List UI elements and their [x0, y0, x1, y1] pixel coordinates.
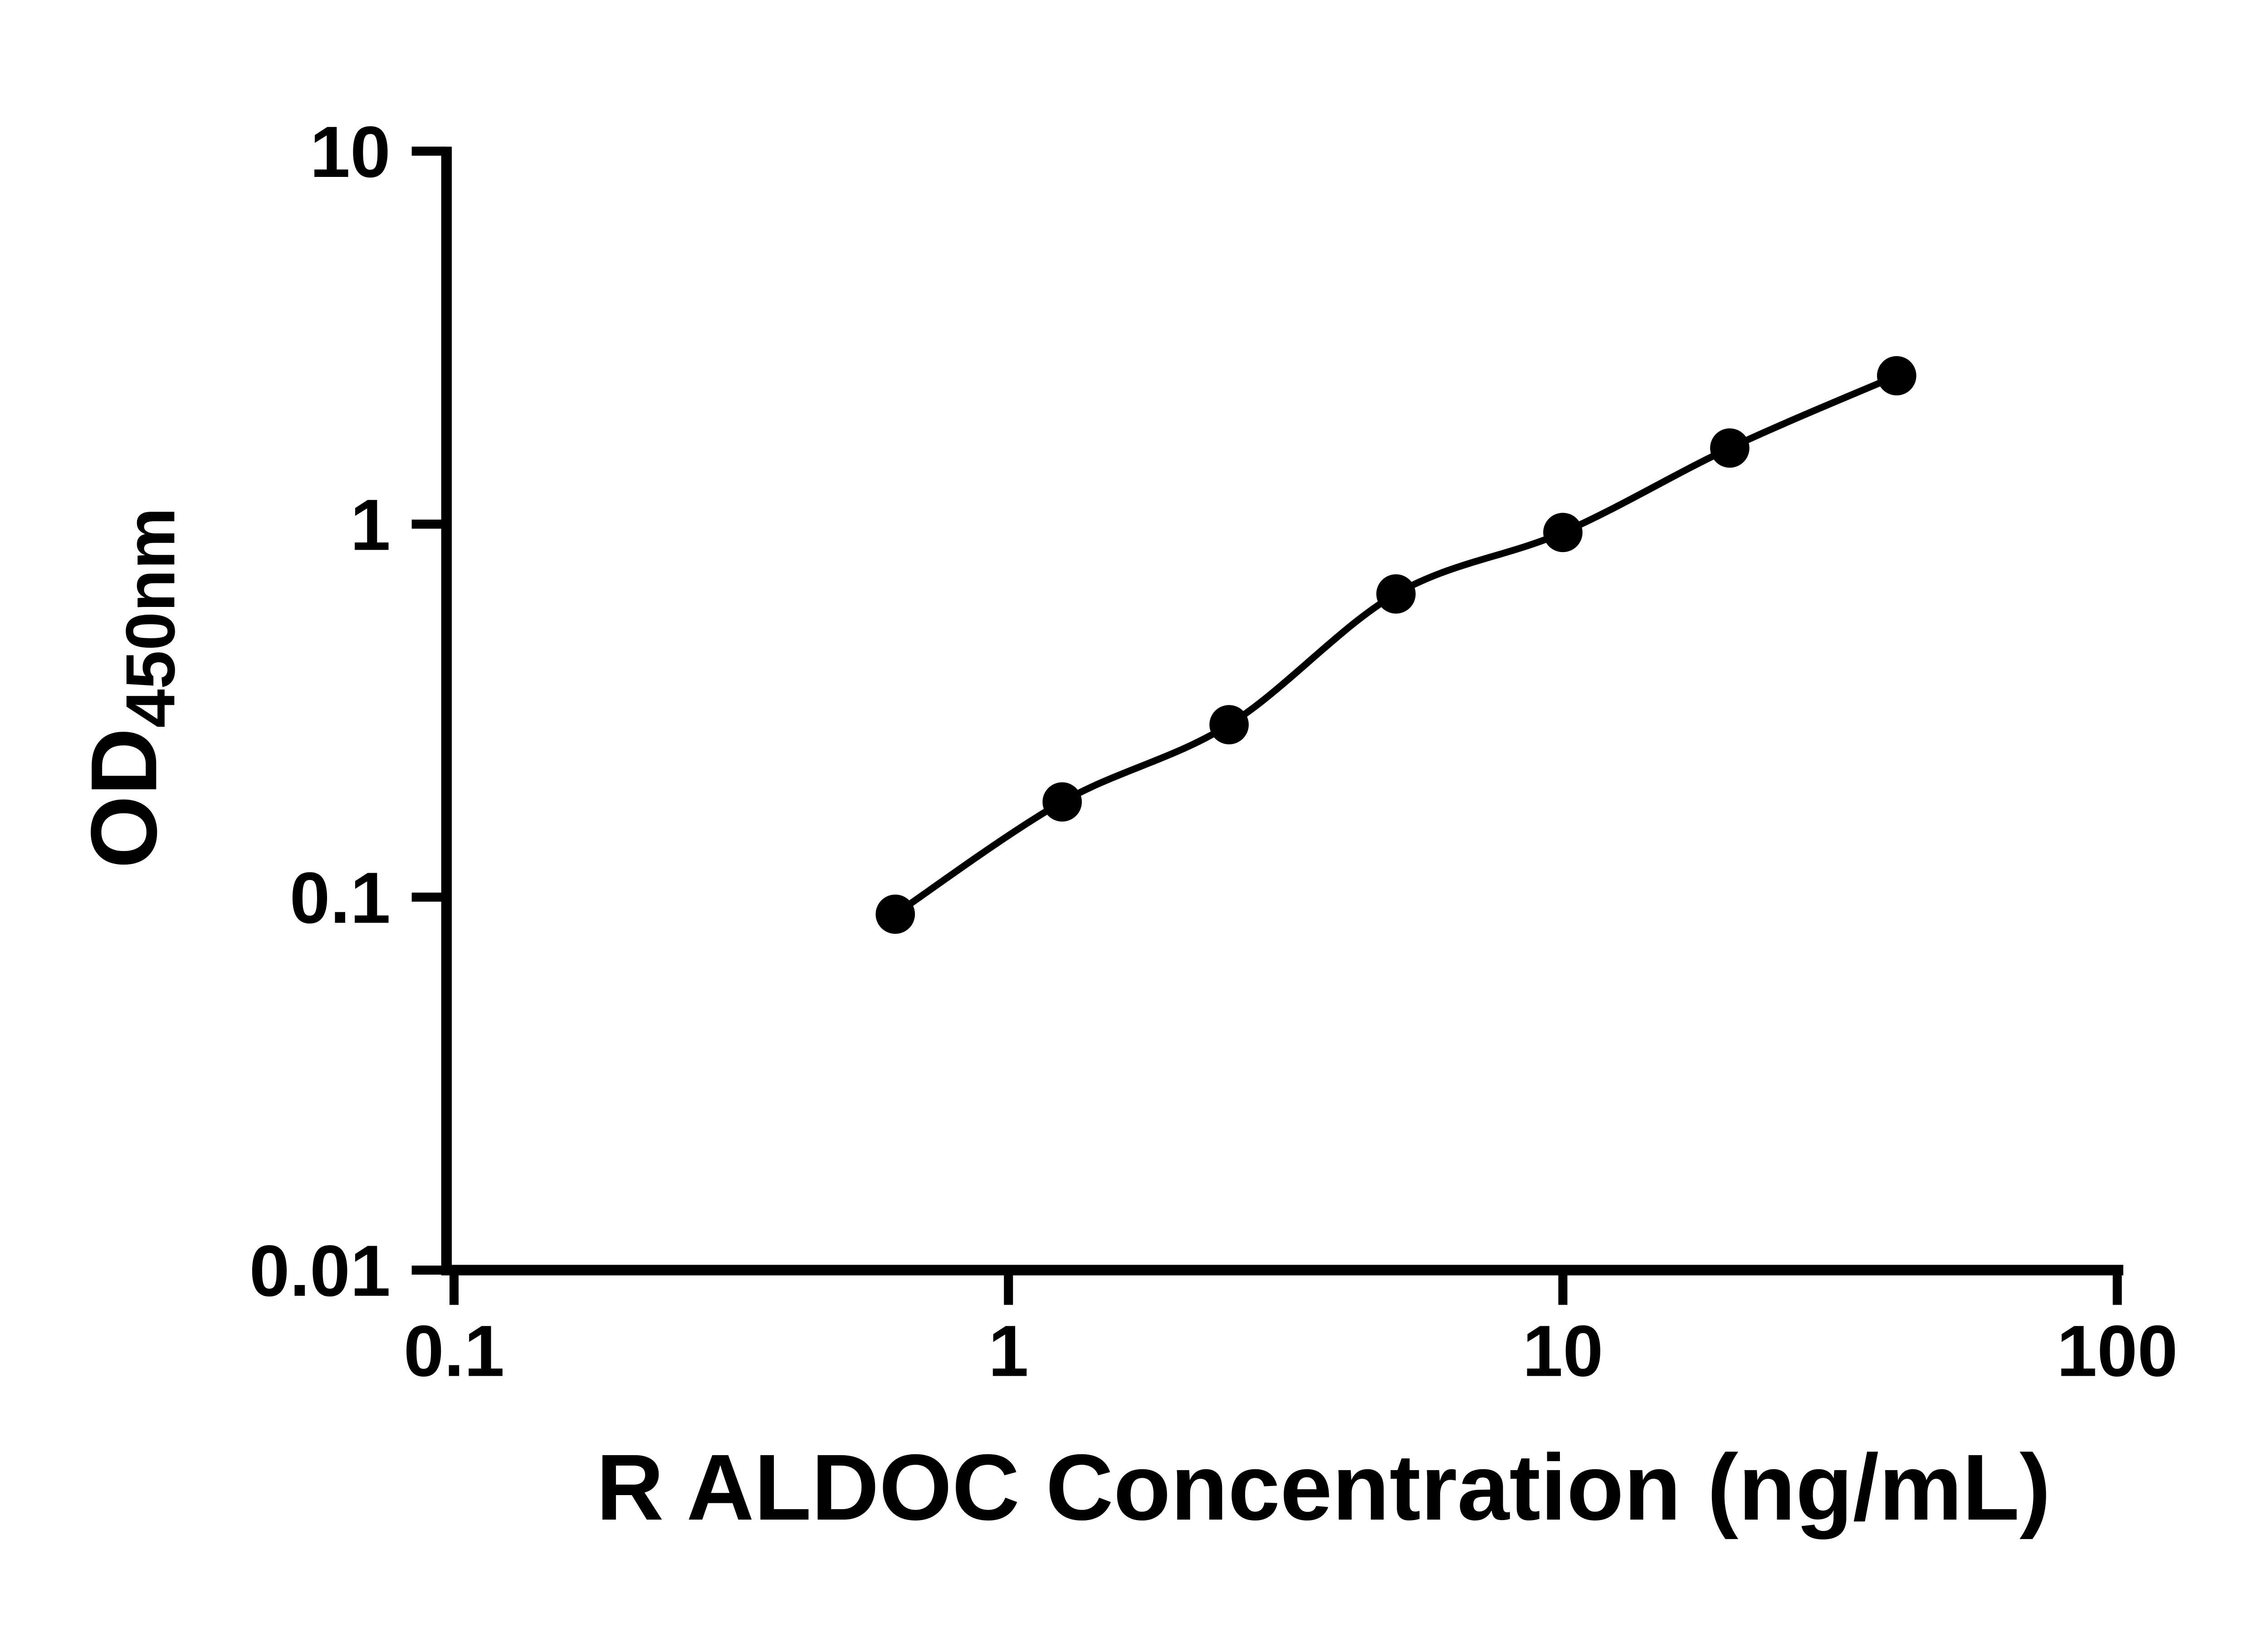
x-tick-label: 0.1 [404, 1310, 504, 1391]
ticks-layer [411, 147, 2122, 1305]
y-axis-title-sub: 450nm [112, 508, 189, 728]
data-points-layer [875, 356, 1916, 934]
x-tick-label: 10 [1522, 1310, 1603, 1391]
data-point [1042, 782, 1082, 822]
y-axis-title-main: OD [71, 728, 176, 869]
data-point [875, 895, 915, 934]
y-tick-label: 10 [310, 111, 391, 192]
data-point [1543, 513, 1583, 552]
y-tick-label: 0.01 [249, 1230, 391, 1311]
data-point [1209, 705, 1249, 744]
y-axis-title: OD450nm [71, 508, 189, 869]
x-axis-title: R ALDOC Concentration (ng/mL) [596, 1435, 2051, 1540]
data-point [1376, 574, 1416, 614]
data-point [1710, 428, 1750, 468]
y-tick-label: 0.1 [290, 857, 391, 938]
x-tick-label: 100 [2057, 1310, 2178, 1391]
x-tick-label: 1 [988, 1310, 1029, 1391]
axes-frame [441, 147, 2123, 1276]
y-tick-label: 1 [350, 484, 391, 565]
data-point [1877, 356, 1916, 396]
